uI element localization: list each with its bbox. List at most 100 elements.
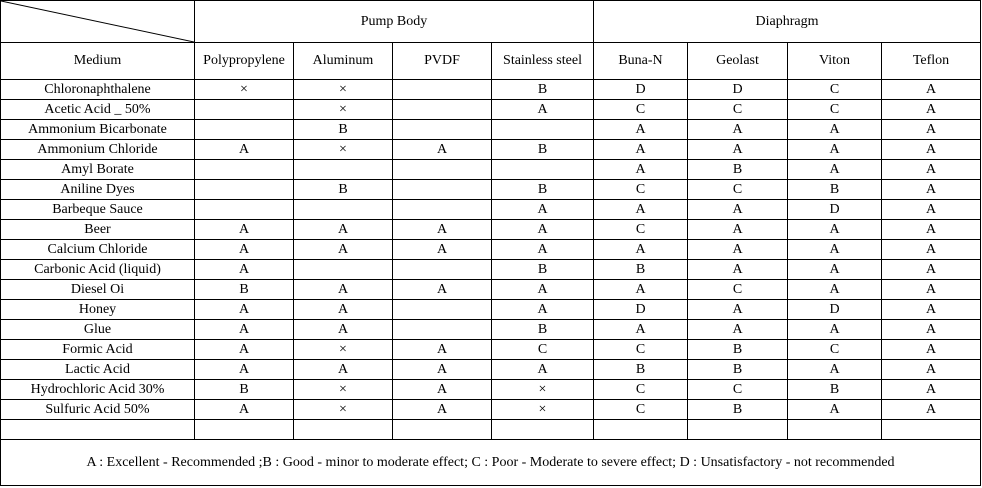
rating-cell: A: [392, 379, 492, 400]
rating-cell: B: [491, 79, 594, 100]
rating-cell: [392, 119, 492, 140]
rating-cell: A: [787, 159, 882, 180]
medium-cell: Amyl Borate: [0, 159, 195, 180]
rating-cell: A: [194, 399, 294, 420]
medium-cell: Diesel Oi: [0, 279, 195, 300]
medium-cell: Lactic Acid: [0, 359, 195, 380]
empty-cell: [293, 419, 393, 440]
rating-cell: B: [194, 379, 294, 400]
rating-cell: C: [687, 279, 788, 300]
rating-cell: B: [687, 339, 788, 360]
rating-cell: [392, 159, 492, 180]
rating-cell: [194, 159, 294, 180]
rating-cell: C: [687, 379, 788, 400]
empty-cell: [881, 419, 981, 440]
rating-cell: ×: [293, 99, 393, 120]
rating-cell: ×: [491, 399, 594, 420]
empty-cell: [392, 419, 492, 440]
rating-cell: A: [194, 319, 294, 340]
column-header: Teflon: [881, 42, 981, 80]
table-row: Formic Acid A × A C C B C A: [0, 339, 981, 360]
rating-cell: B: [593, 359, 688, 380]
rating-cell: D: [593, 299, 688, 320]
medium-cell: Sulfuric Acid 50%: [0, 399, 195, 420]
rating-cell: D: [787, 199, 882, 220]
column-header: Viton: [787, 42, 882, 80]
rating-cell: C: [787, 339, 882, 360]
rating-cell: D: [687, 79, 788, 100]
rating-cell: A: [787, 399, 882, 420]
column-header-row: Medium Polypropylene Aluminum PVDF Stain…: [0, 42, 981, 80]
rating-cell: A: [593, 319, 688, 340]
rating-cell: A: [787, 219, 882, 240]
rating-cell: A: [593, 279, 688, 300]
rating-cell: C: [787, 99, 882, 120]
rating-cell: [194, 119, 294, 140]
rating-cell: [392, 199, 492, 220]
rating-cell: ×: [491, 379, 594, 400]
rating-cell: ×: [293, 139, 393, 160]
rating-cell: A: [593, 139, 688, 160]
medium-cell: Calcium Chloride: [0, 239, 195, 260]
empty-row: [0, 419, 981, 440]
rating-cell: A: [881, 379, 981, 400]
rating-cell: C: [491, 339, 594, 360]
rating-cell: A: [293, 239, 393, 260]
rating-cell: [392, 299, 492, 320]
pump-body-header: Pump Body: [194, 0, 594, 43]
rating-cell: B: [593, 259, 688, 280]
rating-cell: A: [787, 119, 882, 140]
table-row: Lactic Acid A A A A B B A A: [0, 359, 981, 380]
rating-cell: C: [687, 99, 788, 120]
rating-cell: B: [293, 179, 393, 200]
rating-cell: A: [687, 119, 788, 140]
rating-cell: B: [787, 179, 882, 200]
rating-cell: A: [194, 139, 294, 160]
diaphragm-header: Diaphragm: [593, 0, 981, 43]
rating-cell: B: [194, 279, 294, 300]
medium-cell: Aniline Dyes: [0, 179, 195, 200]
rating-cell: A: [881, 139, 981, 160]
legend-row: A : Excellent - Recommended ;B : Good - …: [0, 439, 981, 486]
rating-cell: B: [787, 379, 882, 400]
rating-cell: C: [593, 379, 688, 400]
table-row: Chloronaphthalene × × B D D C A: [0, 79, 981, 100]
column-header: Aluminum: [293, 42, 393, 80]
table-row: Barbeque Sauce A A A D A: [0, 199, 981, 220]
rating-cell: ×: [293, 339, 393, 360]
rating-cell: A: [392, 359, 492, 380]
rating-cell: A: [687, 259, 788, 280]
rating-cell: A: [491, 219, 594, 240]
rating-cell: B: [491, 259, 594, 280]
rating-cell: ×: [293, 79, 393, 100]
rating-cell: A: [593, 119, 688, 140]
empty-cell: [593, 419, 688, 440]
rating-cell: A: [881, 179, 981, 200]
rating-cell: A: [787, 259, 882, 280]
rating-cell: A: [881, 79, 981, 100]
legend-text: A : Excellent - Recommended ;B : Good - …: [0, 439, 981, 486]
column-header: Geolast: [687, 42, 788, 80]
rating-cell: A: [293, 219, 393, 240]
rating-cell: A: [491, 239, 594, 260]
medium-cell: Hydrochloric Acid 30%: [0, 379, 195, 400]
rating-cell: A: [491, 279, 594, 300]
rating-cell: A: [194, 239, 294, 260]
rating-cell: A: [881, 119, 981, 140]
rating-cell: [392, 179, 492, 200]
table-row: Carbonic Acid (liquid) A B B A A A: [0, 259, 981, 280]
medium-cell: Beer: [0, 219, 195, 240]
diagonal-line-icon: [1, 1, 194, 42]
rating-cell: [392, 79, 492, 100]
rating-cell: A: [593, 199, 688, 220]
rating-cell: A: [687, 219, 788, 240]
rating-cell: B: [491, 319, 594, 340]
rating-cell: A: [194, 359, 294, 380]
rating-cell: A: [881, 339, 981, 360]
table-row: Acetic Acid _ 50% × A C C C A: [0, 99, 981, 120]
rating-cell: A: [881, 399, 981, 420]
rating-cell: A: [881, 219, 981, 240]
rating-cell: B: [293, 119, 393, 140]
rating-cell: A: [787, 239, 882, 260]
